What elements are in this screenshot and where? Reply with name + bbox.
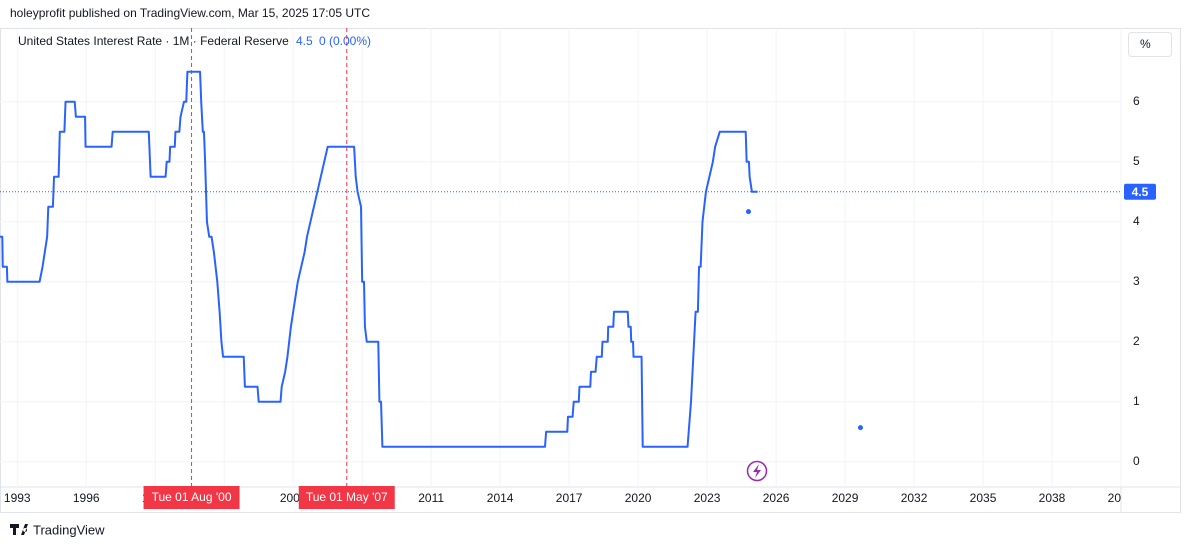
x-tick-label: 2023 (694, 491, 721, 505)
legend-title: United States Interest Rate · 1M · Feder… (18, 34, 289, 48)
x-tick-label: 2035 (970, 491, 997, 505)
y-tick-label: 3 (1133, 274, 1140, 288)
y-tick-label: 0 (1133, 454, 1140, 468)
marker-point (857, 425, 863, 431)
publisher: holeyprofit published on TradingView.com… (10, 6, 370, 20)
y-tick-label: 5 (1133, 154, 1140, 168)
y-tick-label: 4 (1133, 214, 1140, 228)
x-tick-label: 2026 (763, 491, 790, 505)
price-label-box (1124, 183, 1156, 200)
plot (0, 28, 1121, 487)
overlay: 4.5 Tue 01 Aug '00 Tue 01 May '07 (143, 183, 1156, 509)
line-series (0, 70, 758, 448)
x-tick-label: 1993 (4, 491, 31, 505)
legend-change: 0 (0.00%) (319, 34, 371, 48)
y-tick-label: 2 (1133, 334, 1140, 348)
marker-point (745, 209, 751, 215)
unit-label: % (1140, 37, 1151, 51)
y-axis: 0 1 2 3 4 5 6 (1133, 94, 1140, 468)
brand-logo (10, 524, 28, 535)
y-tick-label: 1 (1133, 394, 1140, 408)
grid (0, 28, 1122, 487)
x-tick-label: 2038 (1039, 491, 1066, 505)
crosshair-label: Tue 01 May '07 (306, 490, 388, 504)
x-tick-label: 2017 (556, 491, 583, 505)
legend-value: 4.5 (296, 34, 313, 48)
x-tick-label: 2020 (625, 491, 652, 505)
event-bolt (753, 464, 761, 478)
x-tick-label: 2032 (901, 491, 928, 505)
chart-frame (0, 28, 1181, 513)
price-label: 4.5 (1132, 185, 1149, 199)
crosshair-label-box (298, 486, 395, 509)
x-tick-label: 2011 (418, 491, 444, 505)
unit-button[interactable] (1128, 32, 1172, 57)
x-tick-label: 2014 (487, 491, 514, 505)
crosshair-label-box (143, 486, 240, 509)
crosshair-label: Tue 01 Aug '00 (152, 490, 232, 504)
brand-name: TradingView (33, 522, 105, 537)
y-tick-label: 6 (1133, 94, 1140, 108)
x-tick-label: 2029 (832, 491, 859, 505)
x-tick-label: 1996 (73, 491, 100, 505)
x-tick-label: 2041 (1108, 491, 1135, 505)
